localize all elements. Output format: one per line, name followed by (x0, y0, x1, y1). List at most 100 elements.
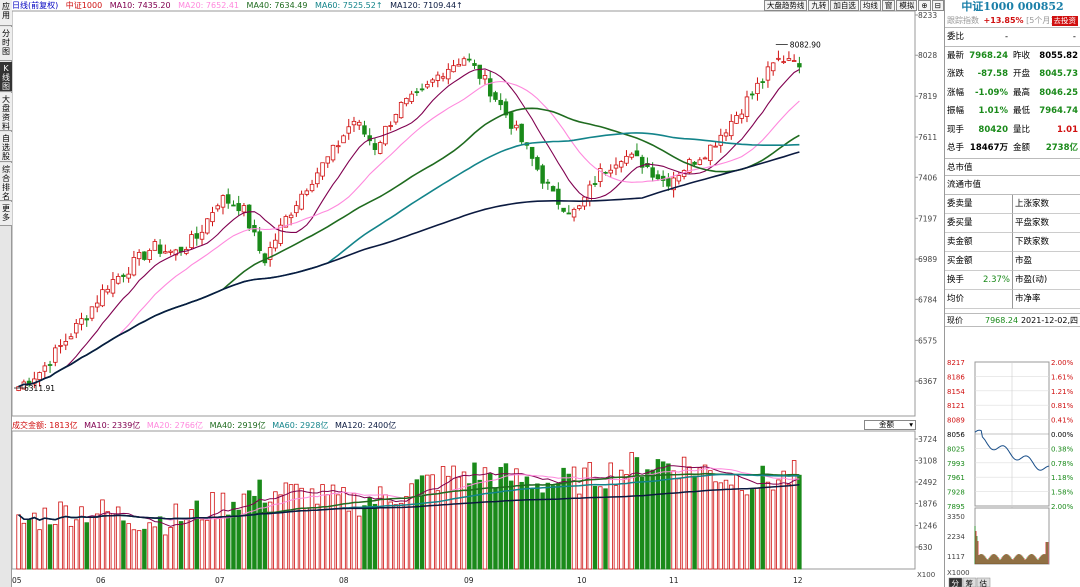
candle-down (550, 186, 556, 192)
mini-left-tick: 7928 (947, 489, 965, 497)
mini-right-tick: 1.18% (1051, 474, 1074, 482)
volume-unit-label: X100 (917, 571, 935, 579)
quote-label-right: 最低 (1013, 106, 1031, 116)
zoom-out-icon[interactable]: ⊟ (931, 0, 944, 11)
tab-market-info[interactable]: 大盘资料 (0, 93, 12, 131)
volume-bar-up (446, 475, 451, 570)
candle-down (498, 99, 503, 106)
volume-bar-down (692, 475, 697, 570)
stat-pb: 市净率 (1013, 290, 1080, 309)
tab-ranking[interactable]: 综合排名 (0, 163, 12, 201)
trend-line-button[interactable]: 大盘趋势线 (763, 0, 808, 11)
window-button[interactable]: 窗 (881, 0, 896, 11)
candle-down (477, 64, 482, 79)
volume-bar-up (781, 470, 786, 570)
volume-bar-up (786, 483, 792, 570)
tab-app[interactable]: 应用 (0, 0, 12, 26)
mini-tab-1[interactable]: 筹 (966, 578, 974, 587)
quote-row: 现手 80420 量比 1.01 (945, 121, 1080, 140)
volume-bar-up (131, 529, 137, 570)
quote-value: -1.09% (974, 87, 1008, 98)
vol-ma20-label: MA20: 2766亿 (146, 421, 204, 430)
mini-tab-2[interactable]: 估 (980, 578, 988, 587)
volume-bar-up (320, 484, 325, 570)
nine-turn-button[interactable]: 九转 (808, 0, 830, 11)
mini-price-label: 现价 (947, 315, 963, 325)
candle-up (68, 336, 74, 340)
stat-bid-vol: 委买量 (945, 213, 1013, 233)
volume-bar-down (236, 509, 241, 570)
kline-chart-area[interactable]: 8082.90 6311.91 8233 8028 7819 7611 7406 7197 6… (12, 0, 944, 587)
ma-button[interactable]: 均线 (859, 0, 881, 11)
candle-down (178, 246, 184, 253)
volume-bar-up (21, 522, 27, 570)
volume-bar-up (74, 519, 79, 570)
candle-up (58, 345, 63, 347)
candle-up (618, 161, 624, 168)
candle-up (598, 168, 603, 182)
volume-bar-up (739, 490, 744, 570)
candle-down (487, 78, 493, 97)
volume-bar-down (603, 488, 608, 570)
mini-vol-unit: X1000 (947, 569, 970, 577)
volume-bar-down (178, 521, 184, 570)
amount-label[interactable]: 成交金额: 1813亿 (12, 421, 78, 430)
volume-bar-down (650, 469, 655, 570)
candle-up (163, 251, 168, 254)
volume-bar-up (110, 513, 116, 570)
period-label[interactable]: 日线(前复权) (12, 1, 59, 10)
mini-price-line (974, 429, 1050, 471)
price-tick-label: 7406 (918, 173, 937, 182)
volume-bar-up (105, 511, 110, 570)
quote-value-right: 7964.74 (1039, 106, 1078, 116)
tab-more[interactable]: 更多 (0, 202, 12, 226)
candle-up (435, 74, 441, 81)
candle-down (467, 58, 472, 61)
candle-up (776, 57, 781, 60)
stats-grid: 委卖量 上涨家数 委买量 平盘家数 卖金额 下跌家数 买金额 市盈 换手 2.37… (945, 194, 1080, 309)
volume-bar-up (278, 494, 283, 570)
candle-down (157, 244, 163, 254)
volume-bar-down (634, 457, 640, 570)
total-mcap-label: 总市值 (947, 162, 973, 173)
simulate-button[interactable]: 模拟 (896, 0, 918, 11)
tab-watchlist[interactable]: 自选股 (0, 132, 12, 162)
add-watchlist-button[interactable]: 加自选 (830, 0, 859, 11)
quote-label-right: 金额 (1013, 143, 1031, 153)
stat-pe-dynamic: 市盈(动) (1013, 271, 1080, 290)
invest-button[interactable]: 去投资 (1051, 16, 1078, 26)
volume-bar-down (157, 516, 163, 570)
quote-label: 振幅 (947, 106, 965, 116)
candle-up (309, 183, 315, 192)
volume-bar-up (598, 486, 603, 570)
mini-left-tick: 7895 (947, 503, 965, 511)
candle-up (100, 289, 105, 307)
candle-up (398, 102, 404, 119)
tab-kline[interactable]: K线图 (0, 62, 12, 92)
candle-down (556, 188, 561, 205)
volume-bar-up (398, 502, 404, 570)
candle-up (404, 97, 409, 105)
zoom-in-icon[interactable]: ⊕ (918, 0, 931, 11)
candle-down (529, 146, 535, 159)
mini-right-tick: 1.21% (1051, 388, 1074, 396)
volume-bar-up (440, 466, 446, 570)
kline-chart-svg[interactable]: 8082.90 6311.91 8233 8028 7819 7611 7406 7197 6… (12, 0, 944, 587)
volume-bar-up (94, 513, 100, 570)
security-title: 中证1000 000852 (961, 0, 1064, 13)
candle-up (294, 205, 299, 214)
mini-tab-0[interactable]: 分 (952, 579, 960, 587)
candle-down (84, 318, 89, 321)
volume-type-select[interactable]: 金额 ▾ (864, 420, 916, 430)
volume-bar-up (744, 494, 750, 570)
candle-up (577, 205, 582, 209)
weibi-row: 委比 - - (945, 28, 1080, 47)
date-tick-label: 08 (339, 576, 349, 585)
candle-up (278, 224, 283, 244)
intraday-mini-chart[interactable]: 8217 2.00% 8186 1.61% 8154 1.21% 8121 0.81% 8089… (945, 356, 1080, 587)
candle-up (63, 341, 69, 346)
weibi-label: 委比 (947, 32, 965, 42)
volume-bar-up (220, 492, 226, 570)
tab-intraday[interactable]: 分时图 (0, 27, 12, 61)
mini-price-value: 7968.24 (985, 315, 1019, 325)
